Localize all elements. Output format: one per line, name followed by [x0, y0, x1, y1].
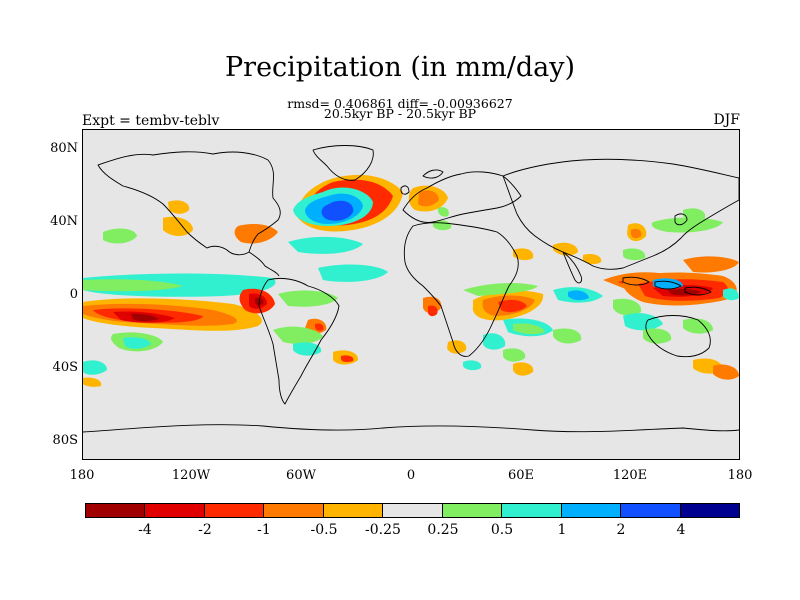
colorbar-bin	[680, 504, 739, 517]
colorbar	[85, 503, 740, 518]
colorbar-bin	[621, 504, 681, 517]
lon-label-60w: 60W	[286, 468, 316, 483]
colorbar-bin	[383, 504, 443, 517]
experiment-label: Expt = tembv-teblv	[82, 113, 220, 129]
precipitation-map	[82, 129, 740, 460]
lon-label-180e: 180	[727, 468, 753, 483]
colorbar-bin	[86, 504, 146, 517]
colorbar-label: 2	[616, 522, 626, 538]
lat-label-80n: 80N	[50, 141, 78, 156]
colorbar-label: 4	[676, 522, 686, 538]
lat-label-40n: 40N	[50, 214, 78, 229]
map-svg	[82, 130, 740, 459]
lon-label-180w: 180	[69, 468, 95, 483]
lat-label-40s: 40S	[52, 360, 78, 375]
coastlines	[82, 145, 740, 433]
lat-label-80s: 80S	[52, 433, 78, 448]
lon-label-60e: 60E	[507, 468, 535, 483]
colorbar-label: 0.5	[490, 522, 514, 538]
anomaly-fields	[83, 174, 739, 387]
lat-label-0: 0	[69, 287, 78, 302]
season-label: DJF	[713, 112, 740, 128]
colorbar-label: 1	[557, 522, 567, 538]
colorbar-bin	[561, 504, 622, 517]
colorbar-label: -0.25	[365, 522, 401, 538]
colorbar-bin	[323, 504, 384, 517]
plot-title: Precipitation (in mm/day)	[225, 52, 575, 83]
colorbar-bin	[204, 504, 265, 517]
colorbar-label: -2	[198, 522, 212, 538]
colorbar-bin	[502, 504, 562, 517]
colorbar-label: -1	[257, 522, 271, 538]
colorbar-label: 0.25	[427, 522, 459, 538]
colorbar-label: -0.5	[310, 522, 338, 538]
period-text: 20.5kyr BP - 20.5kyr BP	[323, 106, 477, 121]
colorbar-bin	[442, 504, 503, 517]
colorbar-bin	[264, 504, 324, 517]
lon-label-0: 0	[406, 468, 416, 483]
colorbar-label: -4	[138, 522, 152, 538]
rmsd-diff-text: rmsd= 0.406861 diff= -0.00936627	[287, 96, 513, 111]
lon-label-120w: 120W	[171, 468, 211, 483]
colorbar-bin	[145, 504, 205, 517]
lon-label-120e: 120E	[612, 468, 648, 483]
